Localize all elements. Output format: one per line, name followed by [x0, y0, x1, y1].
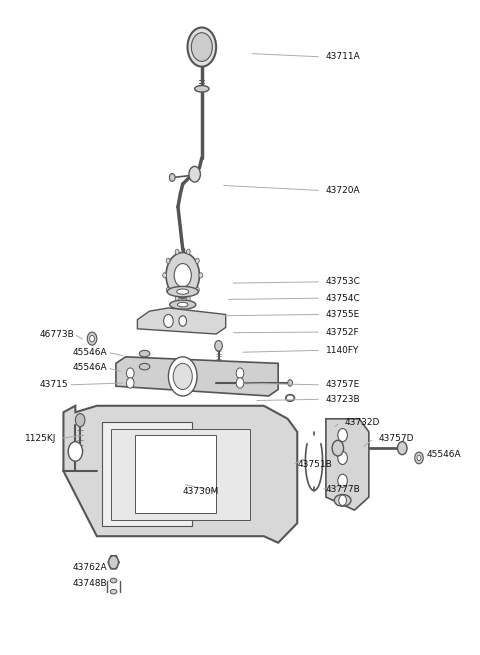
Circle shape: [199, 272, 203, 278]
Polygon shape: [102, 422, 192, 527]
Circle shape: [338, 428, 348, 441]
Text: 43711A: 43711A: [326, 52, 360, 62]
Text: 45546A: 45546A: [73, 364, 108, 373]
Circle shape: [236, 368, 244, 379]
Circle shape: [339, 495, 347, 506]
Circle shape: [192, 33, 212, 62]
Text: 1125KJ: 1125KJ: [25, 434, 57, 443]
Polygon shape: [135, 435, 216, 514]
Text: 43720A: 43720A: [326, 186, 360, 195]
Circle shape: [164, 314, 173, 328]
Ellipse shape: [177, 289, 189, 294]
Text: 45546A: 45546A: [426, 450, 461, 459]
Circle shape: [236, 378, 244, 388]
Circle shape: [415, 452, 423, 464]
Ellipse shape: [167, 286, 198, 297]
Text: 43777B: 43777B: [326, 485, 360, 494]
Circle shape: [90, 335, 95, 342]
Ellipse shape: [110, 590, 117, 594]
Circle shape: [338, 474, 348, 487]
Circle shape: [126, 378, 134, 388]
Text: 43732D: 43732D: [345, 418, 380, 426]
Circle shape: [166, 252, 199, 298]
Circle shape: [186, 296, 190, 301]
Circle shape: [186, 249, 190, 254]
Text: 43754C: 43754C: [326, 293, 360, 303]
Circle shape: [332, 440, 344, 456]
Text: 43715: 43715: [39, 381, 68, 389]
Circle shape: [215, 341, 222, 351]
Circle shape: [188, 28, 216, 67]
Text: 43757E: 43757E: [326, 381, 360, 389]
Circle shape: [288, 380, 292, 386]
Text: 43730M: 43730M: [183, 487, 219, 496]
Circle shape: [179, 316, 187, 326]
Circle shape: [166, 258, 170, 263]
Ellipse shape: [110, 578, 117, 583]
Text: 43757D: 43757D: [378, 434, 414, 443]
Circle shape: [173, 364, 192, 390]
Text: 43762A: 43762A: [73, 563, 108, 572]
Circle shape: [168, 357, 197, 396]
Circle shape: [126, 368, 134, 379]
Circle shape: [75, 413, 85, 426]
Circle shape: [175, 296, 179, 301]
Ellipse shape: [139, 364, 150, 370]
Circle shape: [417, 455, 421, 460]
Circle shape: [195, 288, 199, 293]
Circle shape: [338, 451, 348, 464]
Polygon shape: [111, 428, 250, 520]
Text: 43748B: 43748B: [73, 578, 108, 588]
Circle shape: [195, 258, 199, 263]
Polygon shape: [137, 308, 226, 334]
Text: 43751B: 43751B: [297, 460, 332, 469]
Ellipse shape: [139, 350, 150, 357]
Circle shape: [175, 249, 179, 254]
Circle shape: [397, 441, 407, 455]
Ellipse shape: [169, 300, 196, 309]
Circle shape: [174, 263, 192, 287]
Circle shape: [109, 556, 118, 569]
Text: 46773B: 46773B: [39, 329, 74, 339]
Ellipse shape: [195, 86, 209, 92]
Text: 43723B: 43723B: [326, 395, 360, 403]
Circle shape: [166, 288, 170, 293]
Text: 45546A: 45546A: [73, 348, 108, 357]
Circle shape: [87, 332, 97, 345]
Circle shape: [169, 174, 175, 181]
Circle shape: [68, 441, 83, 461]
Polygon shape: [116, 357, 278, 396]
Polygon shape: [63, 405, 297, 543]
Text: 43755E: 43755E: [326, 310, 360, 319]
Ellipse shape: [334, 495, 351, 506]
Polygon shape: [326, 419, 369, 510]
Circle shape: [163, 272, 167, 278]
Ellipse shape: [178, 303, 188, 307]
Text: 1140FY: 1140FY: [326, 346, 359, 355]
Text: 43752F: 43752F: [326, 328, 360, 337]
Text: 43753C: 43753C: [326, 277, 361, 286]
Circle shape: [189, 166, 200, 182]
